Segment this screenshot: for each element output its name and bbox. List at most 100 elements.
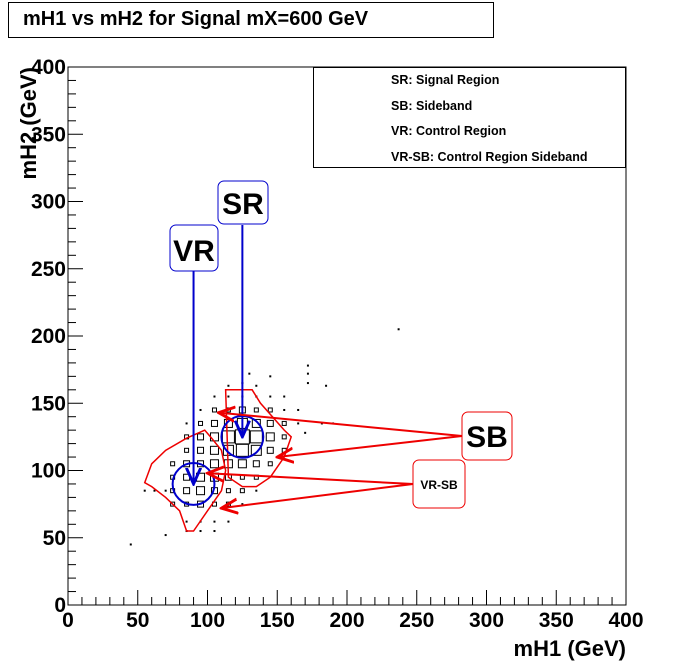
legend-entry-sb: SB: Sideband (391, 99, 473, 113)
bin-marker (306, 382, 309, 385)
vrsb-label: VR-SB (420, 478, 458, 492)
vr-label: VR (173, 235, 215, 268)
bin-marker (185, 520, 188, 523)
bin-marker (266, 446, 274, 454)
y-tick-label: 100 (31, 460, 66, 483)
chart-title-box: mH1 vs mH2 for Signal mX=600 GeV (8, 2, 494, 38)
bin-marker (143, 489, 146, 492)
bin-marker (197, 446, 205, 454)
bin-marker (267, 461, 273, 467)
bin-marker (306, 364, 309, 367)
bin-marker (265, 432, 275, 442)
legend-entry-sr: SR: Signal Region (391, 73, 500, 87)
bin-marker (255, 489, 258, 492)
bin-marker (250, 444, 262, 456)
sb-label: SB (466, 421, 508, 454)
y-tick-label: 400 (31, 56, 66, 79)
bin-marker (239, 488, 245, 494)
bin-marker (304, 431, 307, 434)
bin-marker (253, 407, 259, 413)
bin-marker (225, 501, 231, 507)
bin-marker (266, 419, 274, 427)
bin-marker (213, 530, 216, 533)
bin-marker (225, 488, 231, 494)
bin-marker (252, 460, 260, 468)
x-tick-label: 350 (539, 609, 574, 632)
bin-marker (306, 372, 309, 375)
legend-entry-vr: VR: Control Region (391, 124, 507, 138)
x-tick-label: 150 (260, 609, 295, 632)
bin-marker (237, 459, 247, 469)
vrsb-arrow-top (208, 473, 414, 485)
bin-marker (325, 384, 328, 387)
bin-marker (213, 395, 216, 398)
y-axis-label: mH2 (GeV) (16, 67, 41, 179)
y-tick-label: 250 (31, 258, 66, 281)
vrsb-region (143, 429, 227, 532)
bin-marker (153, 489, 156, 492)
bin-marker (183, 473, 191, 481)
bin-marker (397, 328, 400, 331)
bin-marker (211, 407, 217, 413)
bin-marker (221, 430, 235, 444)
bin-marker (170, 461, 176, 467)
bin-marker (269, 395, 272, 398)
bin-marker (297, 422, 300, 425)
bin-marker (281, 420, 287, 426)
legend-box: SR: Signal Region SB: Sideband VR: Contr… (313, 67, 626, 168)
bin-marker (283, 395, 286, 398)
bin-marker (184, 447, 190, 453)
x-tick-label: 50 (126, 609, 149, 632)
bin-marker (210, 419, 218, 427)
sb-arrow-bottom (277, 435, 463, 457)
x-axis-label: mH1 (GeV) (514, 636, 626, 661)
bin-marker (297, 408, 300, 411)
axes-layer: 0 50 100 150 200 250 300 350 400 0 50 100 150 200 250 3… (31, 56, 644, 632)
y-tick-label: 150 (31, 392, 66, 415)
bin-marker (281, 434, 287, 440)
y-tick-label: 0 (54, 594, 66, 617)
x-tick-label: 250 (399, 609, 434, 632)
bin-marker (170, 501, 176, 507)
bin-marker (196, 486, 206, 496)
bin-marker (269, 375, 272, 378)
x-tick-label: 400 (608, 609, 643, 632)
bin-marker (283, 408, 286, 411)
bin-marker (209, 445, 219, 455)
y-tick-label: 300 (31, 191, 66, 214)
bin-marker (198, 420, 204, 426)
regions-layer (143, 225, 463, 532)
bin-marker (213, 520, 216, 523)
bin-marker (255, 384, 258, 387)
bin-marker (209, 459, 219, 469)
bin-marker (199, 408, 202, 411)
y-tick-label: 200 (31, 325, 66, 348)
bin-marker (209, 432, 219, 442)
bin-marker (235, 443, 249, 457)
x-tick-label: 100 (190, 609, 225, 632)
vr-label-box (169, 224, 219, 272)
bins-layer (129, 328, 400, 546)
bin-marker (227, 395, 230, 398)
bin-marker (267, 407, 273, 413)
sb-arrow-top (219, 413, 463, 437)
y-tick-label: 50 (43, 527, 66, 550)
bin-marker (227, 384, 230, 387)
x-tick-label: 300 (469, 609, 504, 632)
x-tick-label: 200 (329, 609, 364, 632)
bin-marker (183, 487, 191, 495)
bin-marker (249, 430, 263, 444)
bin-marker (164, 489, 167, 492)
legend-entry-vrsb: VR-SB: Control Region Sideband (391, 150, 588, 164)
chart-title: mH1 vs mH2 for Signal mX=600 GeV (23, 8, 369, 30)
y-tick-label: 350 (31, 123, 66, 146)
bin-marker (199, 530, 202, 533)
bin-marker (196, 472, 206, 482)
vrsb-arrow-bottom (221, 483, 414, 508)
bin-marker (227, 520, 230, 523)
x-tick-label: 0 (62, 609, 74, 632)
bin-marker (248, 372, 251, 375)
bin-marker (251, 418, 261, 428)
bin-marker (241, 503, 244, 506)
